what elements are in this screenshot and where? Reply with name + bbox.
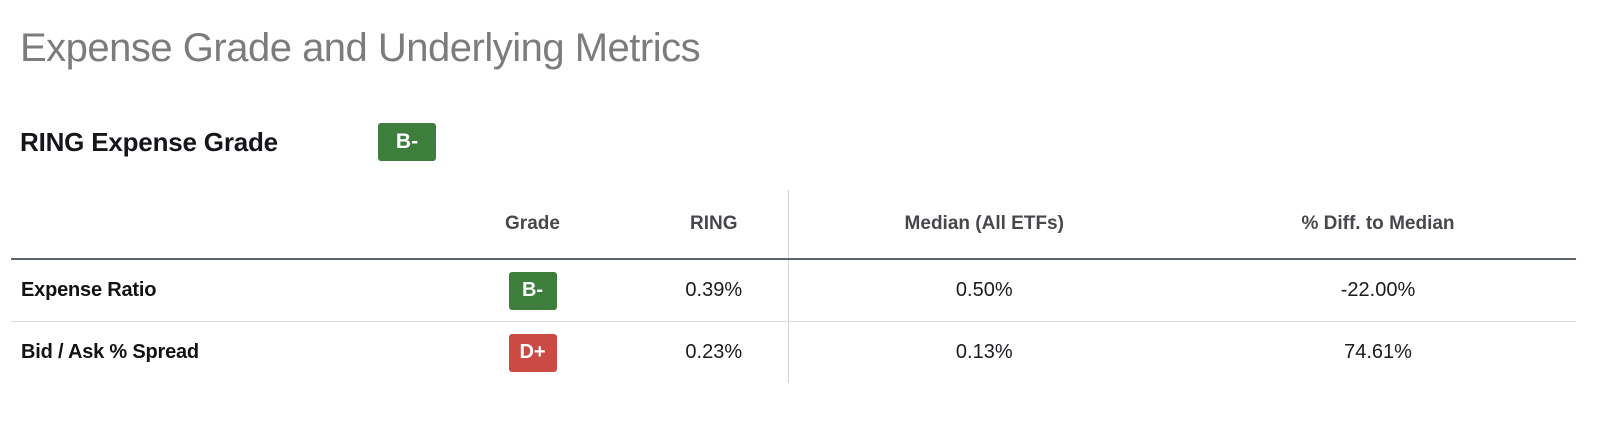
table-row-expense-ratio: Expense Ratio B- 0.39% 0.50% -22.00% <box>11 259 1576 322</box>
median-value-cell: 0.50% <box>788 259 1180 322</box>
column-header-diff: % Diff. to Median <box>1180 190 1576 260</box>
overall-grade-badge: B- <box>378 123 436 161</box>
page-title: Expense Grade and Underlying Metrics <box>20 26 701 70</box>
grade-cell: D+ <box>425 322 640 384</box>
median-value-cell: 0.13% <box>955 341 1013 363</box>
column-header-grade: Grade <box>425 190 640 260</box>
column-header-ring: RING <box>640 190 789 260</box>
section-heading: RING Expense Grade <box>20 126 278 157</box>
diff-value-cell: -22.00% <box>1180 259 1576 322</box>
diff-value-cell: 74.61% <box>1344 341 1412 363</box>
grade-badge: D+ <box>508 333 557 372</box>
row-label: Bid / Ask % Spread <box>21 341 199 363</box>
section-subheader: RING Expense Grade <box>20 122 278 162</box>
ring-value-cell: 0.39% <box>640 259 789 322</box>
row-label: Expense Ratio <box>11 259 425 322</box>
metrics-table: Grade RING Median (All ETFs) % Diff. to … <box>11 190 1576 383</box>
ring-value-cell: 0.23% <box>640 321 789 383</box>
grade-badge: B- <box>508 271 557 310</box>
table-header-row: Grade RING Median (All ETFs) % Diff. to … <box>11 190 1576 260</box>
column-header-metric <box>11 190 425 260</box>
grade-cell: B- <box>425 259 640 322</box>
column-header-median: Median (All ETFs) <box>788 190 1180 260</box>
table-row-bid-ask-spread: Bid / Ask % Spread D+ 0.23% 0.13% 74.61% <box>11 321 1576 384</box>
